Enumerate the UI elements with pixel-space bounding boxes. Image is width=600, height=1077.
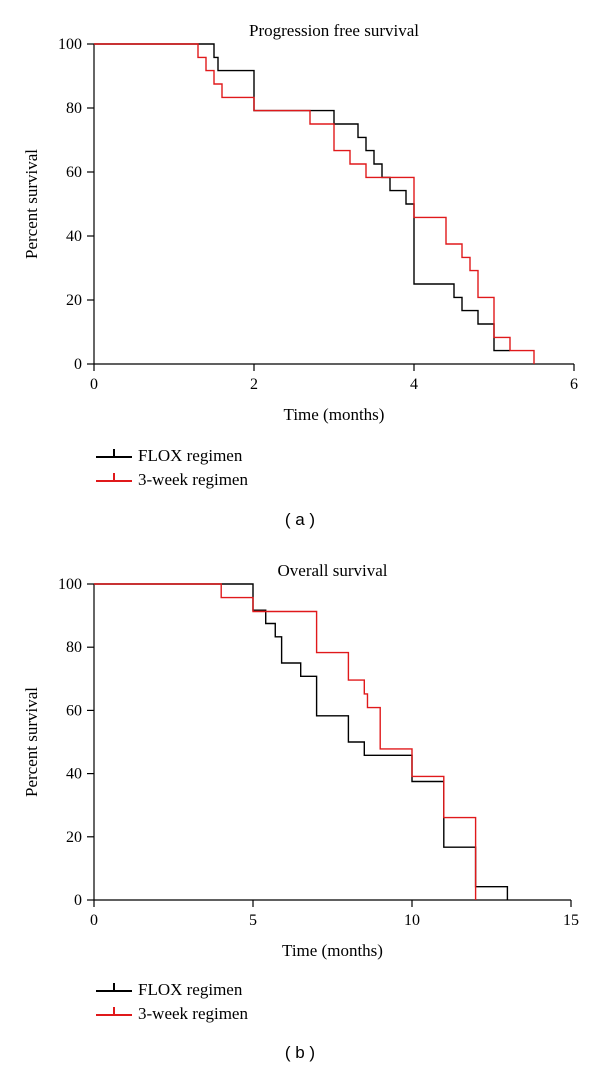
x-tick-label: 6 — [570, 376, 578, 393]
three-week-survival-line — [94, 43, 535, 364]
y-tick-label: 20 — [66, 829, 82, 846]
x-axis-label: Time (months) — [282, 941, 383, 960]
y-tick-label: 60 — [66, 164, 82, 181]
y-tick-label: 80 — [66, 639, 82, 656]
y-tick-label: 100 — [58, 576, 82, 593]
y-tick-label: 40 — [66, 228, 82, 245]
panel-label-b: ( b ) — [284, 1043, 316, 1062]
pfs-legend: FLOX regimen 3-week regimen — [96, 444, 248, 492]
flox-line-icon — [96, 447, 132, 465]
x-tick-label: 10 — [404, 912, 420, 929]
x-tick-label: 5 — [249, 912, 257, 929]
three-week-line-icon — [96, 1005, 132, 1023]
chart-title: Progression free survival — [249, 21, 419, 40]
legend-label-3week: 3-week regimen — [138, 1004, 248, 1023]
legend-label-flox: FLOX regimen — [138, 980, 243, 999]
y-axis-label: Percent survival — [22, 149, 41, 259]
os-legend: FLOX regimen 3-week regimen — [96, 978, 248, 1026]
legend-item-3week: 3-week regimen — [96, 1002, 248, 1026]
os-chart: Overall survival 0 20 40 60 80 100 0 5 10 15 Time (… — [22, 561, 579, 960]
x-tick-label: 15 — [563, 912, 579, 929]
legend-item-flox: FLOX regimen — [96, 978, 248, 1002]
chart-title: Overall survival — [278, 561, 388, 580]
y-axis-label: Percent survival — [22, 687, 41, 797]
y-tick-label: 100 — [58, 36, 82, 53]
three-week-survival-line — [94, 583, 477, 900]
y-tick-label: 0 — [74, 356, 82, 373]
y-tick-label: 0 — [74, 892, 82, 909]
panel-b: Overall survival 0 20 40 60 80 100 0 5 10 15 Time (… — [0, 540, 600, 1077]
flox-survival-line — [94, 43, 510, 352]
legend-item-3week: 3-week regimen — [96, 468, 248, 492]
y-tick-label: 20 — [66, 292, 82, 309]
legend-item-flox: FLOX regimen — [96, 444, 248, 468]
x-tick-label: 2 — [250, 376, 258, 393]
legend-label-3week: 3-week regimen — [138, 470, 248, 489]
flox-line-icon — [96, 981, 132, 999]
x-tick-label: 4 — [410, 376, 418, 393]
three-week-line-icon — [96, 471, 132, 489]
panel-a: Progression free survival 0 20 40 60 80 100 0 2 4… — [22, 21, 578, 529]
x-tick-label: 0 — [90, 376, 98, 393]
y-tick-label: 60 — [66, 702, 82, 719]
y-tick-label: 80 — [66, 100, 82, 117]
pfs-chart: Progression free survival 0 20 40 60 80 100 0 2 4… — [22, 21, 578, 424]
x-tick-label: 0 — [90, 912, 98, 929]
x-axis-label: Time (months) — [284, 405, 385, 424]
y-tick-label: 40 — [66, 766, 82, 783]
legend-label-flox: FLOX regimen — [138, 446, 243, 465]
flox-survival-line — [94, 583, 509, 900]
panel-label-a: ( a ) — [284, 510, 316, 529]
